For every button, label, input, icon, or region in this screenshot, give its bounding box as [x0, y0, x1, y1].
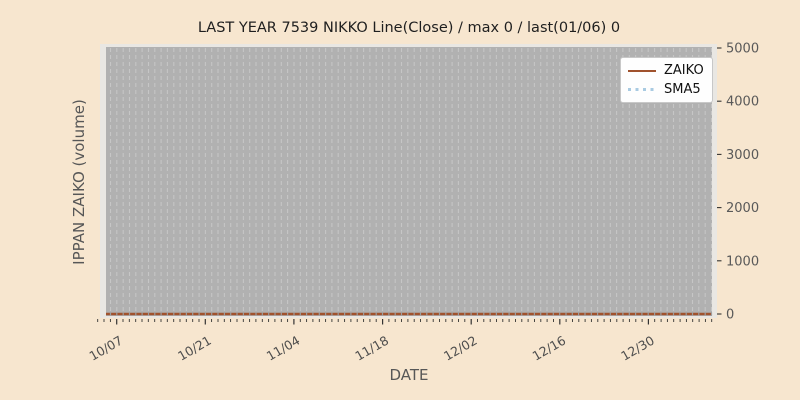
legend-label-zaiko: ZAIKO — [664, 63, 704, 79]
x-tick-label: 12/30 — [618, 333, 657, 364]
plot-background — [106, 47, 712, 316]
x-tick-label: 11/18 — [352, 333, 391, 364]
y-tick-label: 3000 — [726, 148, 759, 163]
x-tick-label: 10/21 — [175, 333, 214, 364]
zaiko-line-swatch — [628, 69, 656, 72]
y-tick-label: 5000 — [726, 42, 759, 57]
y-tick-label: 4000 — [726, 95, 759, 110]
legend-label-sma5: SMA5 — [664, 81, 701, 97]
x-tick-label: 12/02 — [441, 333, 480, 364]
legend-item-zaiko: ZAIKO — [628, 63, 705, 78]
x-tick-label: 11/04 — [264, 333, 303, 364]
legend-item-sma5: SMA5 — [628, 82, 705, 97]
legend: ZAIKO SMA5 — [620, 57, 713, 103]
y-tick-label: 0 — [726, 308, 734, 323]
y-tick-label: 2000 — [726, 201, 759, 216]
chart-title: LAST YEAR 7539 NIKKO Line(Close) / max 0… — [197, 20, 621, 36]
x-axis-label: DATE — [389, 366, 429, 384]
sma5-line-swatch — [628, 87, 656, 91]
y-axis-label: IPPAN ZAIKO (volume) — [70, 99, 88, 265]
y-tick-label: 1000 — [726, 254, 759, 269]
x-tick-label: 12/16 — [530, 333, 569, 364]
x-tick-label: 10/07 — [86, 333, 125, 364]
